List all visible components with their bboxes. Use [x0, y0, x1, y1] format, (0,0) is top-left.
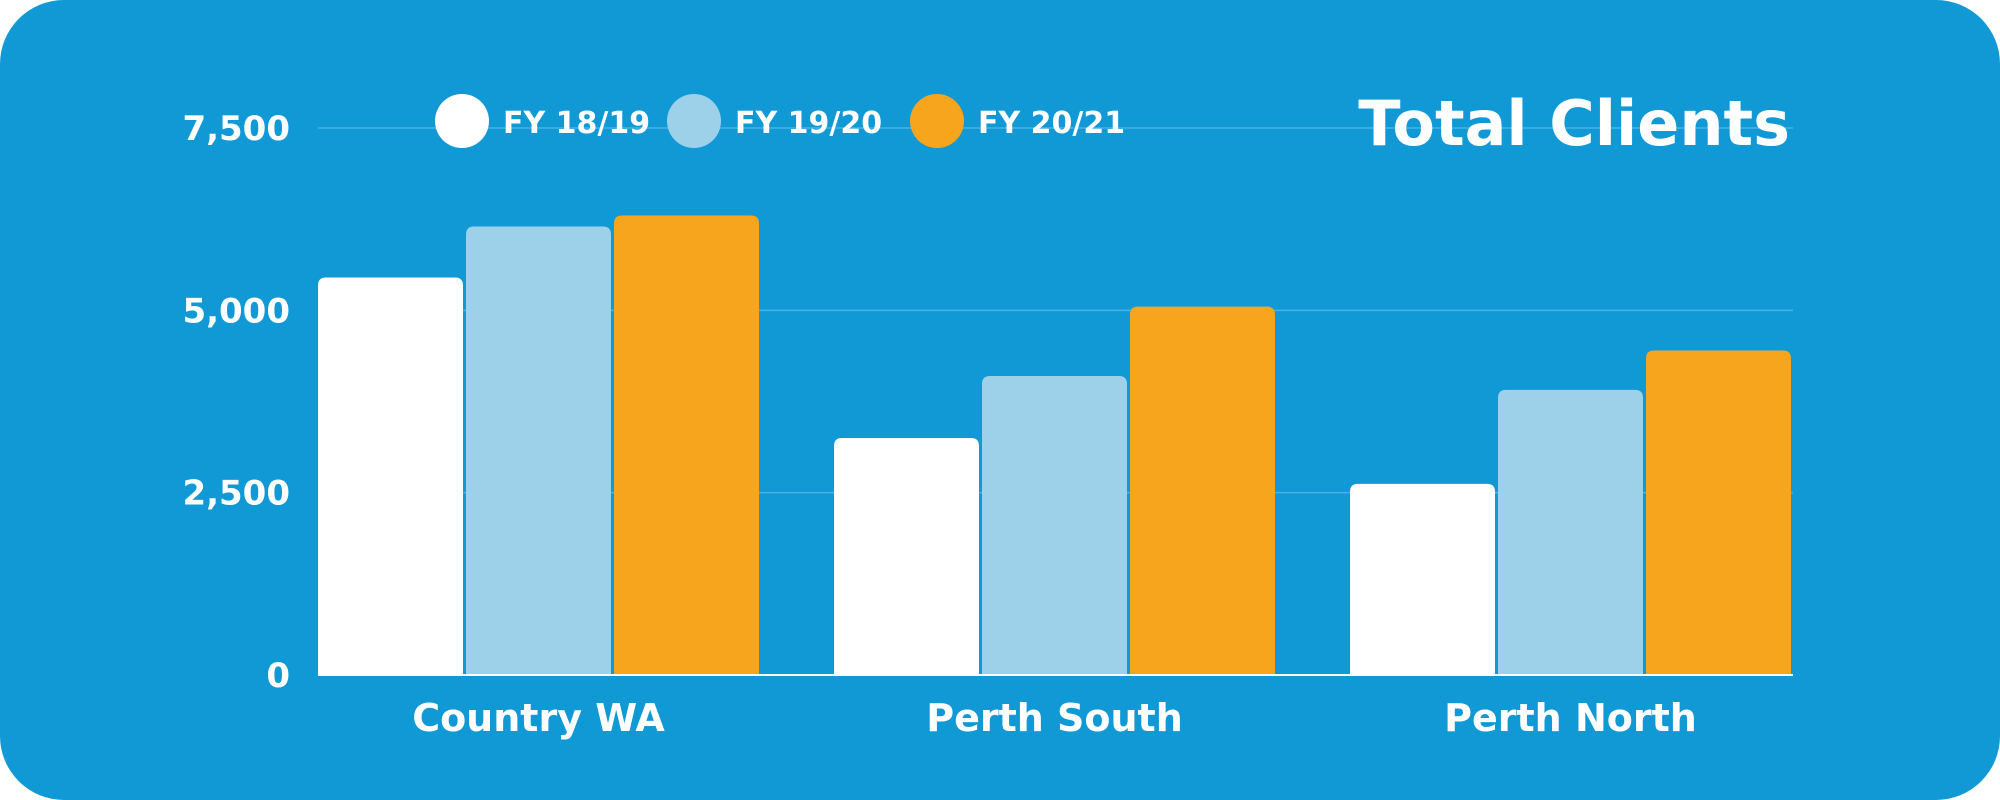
- bar-perth-south-fy-19-20: [982, 375, 1127, 675]
- x-category-label: Perth North: [1444, 696, 1697, 740]
- bar-perth-north-fy-18-19: [1350, 483, 1495, 675]
- legend-item: FY 19/20: [667, 94, 882, 148]
- legend-item: FY 20/21: [910, 94, 1125, 148]
- chart-title: Total Clients: [1358, 87, 1790, 160]
- bar-country-wa-fy-18-19: [318, 277, 463, 675]
- bar-perth-north-fy-20-21: [1646, 350, 1791, 675]
- y-axis-labels: 0 2,500 5,000 7,500: [182, 109, 290, 696]
- bars: [318, 215, 1791, 675]
- bar-country-wa-fy-20-21: [614, 215, 759, 675]
- y-tick-label: 7,500: [182, 109, 290, 149]
- legend-item: FY 18/19: [435, 94, 650, 148]
- x-axis-labels: Country WA Perth South Perth North: [412, 696, 1697, 740]
- bar-perth-north-fy-19-20: [1498, 389, 1643, 675]
- legend-label: FY 19/20: [735, 106, 882, 141]
- legend: FY 18/19 FY 19/20 FY 20/21: [435, 94, 1125, 148]
- legend-label: FY 18/19: [503, 106, 650, 141]
- x-category-label: Country WA: [412, 696, 665, 740]
- legend-swatch: [667, 94, 721, 148]
- legend-swatch: [910, 94, 964, 148]
- legend-label: FY 20/21: [978, 106, 1125, 141]
- y-tick-label: 2,500: [182, 474, 290, 514]
- bar-perth-south-fy-20-21: [1130, 306, 1275, 675]
- y-tick-label: 0: [266, 656, 290, 696]
- bar-perth-south-fy-18-19: [834, 437, 979, 675]
- x-category-label: Perth South: [926, 696, 1183, 740]
- bar-country-wa-fy-19-20: [466, 226, 611, 675]
- y-tick-label: 5,000: [182, 291, 290, 331]
- legend-swatch: [435, 94, 489, 148]
